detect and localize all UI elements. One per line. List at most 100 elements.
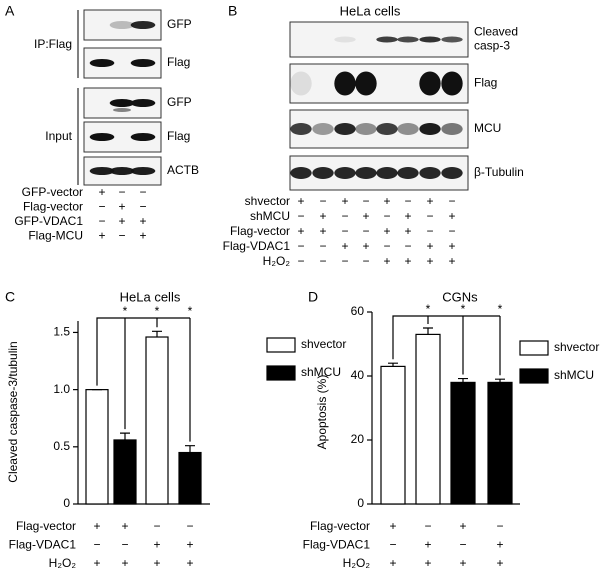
condition-sign: − — [404, 194, 411, 208]
panel-letter: C — [5, 289, 15, 305]
legend-label: shMCU — [554, 368, 594, 382]
condition-sign: − — [118, 229, 125, 243]
condition-sign: + — [297, 224, 304, 238]
condition-sign: − — [297, 209, 304, 223]
band — [113, 108, 131, 112]
band — [130, 59, 156, 67]
condition-label: H₂O₂ — [49, 556, 77, 570]
band — [376, 36, 398, 43]
band — [419, 71, 441, 96]
y-tick-label: 40 — [351, 368, 365, 382]
condition-sign: − — [341, 254, 348, 268]
condition-sign: + — [341, 239, 348, 253]
condition-sign: − — [383, 209, 390, 223]
band — [290, 167, 312, 179]
error-bar — [120, 432, 130, 440]
significance-star: * — [155, 304, 160, 318]
condition-label: Flag-vector — [230, 224, 290, 238]
condition-sign: − — [153, 519, 160, 533]
condition-sign: + — [121, 556, 128, 570]
condition-sign: − — [93, 538, 100, 552]
condition-sign: + — [153, 538, 160, 552]
condition-sign: + — [389, 556, 396, 570]
condition-sign: + — [496, 538, 503, 552]
condition-sign: + — [186, 538, 193, 552]
band — [441, 36, 463, 43]
y-tick-label: 0.5 — [53, 439, 70, 453]
condition-sign: + — [118, 200, 125, 214]
band — [334, 71, 356, 96]
y-tick-label: 0 — [357, 496, 364, 510]
panel-letter: D — [308, 289, 318, 305]
band — [334, 123, 356, 135]
condition-sign: + — [98, 185, 105, 199]
condition-sign: + — [383, 224, 390, 238]
bar — [113, 439, 137, 505]
band — [441, 123, 463, 135]
condition-sign: + — [341, 194, 348, 208]
y-tick-label: 0 — [63, 496, 70, 510]
chart-title: CGNs — [442, 289, 478, 304]
condition-sign: − — [98, 214, 105, 228]
blot-label: casp-3 — [474, 39, 510, 53]
blot-label: Flag — [474, 76, 497, 90]
condition-sign: − — [389, 538, 396, 552]
condition-sign: + — [459, 556, 466, 570]
band — [290, 71, 312, 96]
y-tick-label: 1.5 — [53, 325, 70, 339]
legend-label: shvector — [301, 337, 346, 351]
band — [89, 167, 115, 175]
condition-sign: + — [118, 214, 125, 228]
band — [89, 133, 115, 141]
condition-sign: + — [362, 209, 369, 223]
condition-sign: + — [383, 194, 390, 208]
condition-label: Flag-MCU — [28, 229, 83, 243]
condition-sign: + — [383, 254, 390, 268]
band — [441, 71, 463, 96]
band — [355, 167, 377, 179]
bar — [85, 389, 109, 505]
condition-sign: + — [496, 556, 503, 570]
condition-sign: − — [459, 538, 466, 552]
condition-sign: + — [404, 209, 411, 223]
condition-sign: − — [448, 224, 455, 238]
legend-label: shvector — [554, 340, 599, 354]
condition-sign: − — [426, 209, 433, 223]
legend-swatch — [519, 368, 549, 384]
error-bar — [458, 377, 468, 383]
significance-bracket — [392, 315, 501, 376]
error-bar — [388, 362, 398, 367]
condition-sign: − — [98, 200, 105, 214]
band — [89, 59, 115, 67]
condition-sign: − — [448, 194, 455, 208]
bar — [487, 381, 513, 505]
bar — [380, 365, 406, 505]
y-tick-label: 20 — [351, 432, 365, 446]
condition-sign: − — [424, 519, 431, 533]
condition-label: GFP-vector — [22, 185, 83, 199]
bar — [178, 451, 202, 505]
condition-sign: − — [404, 239, 411, 253]
condition-sign: + — [459, 519, 466, 533]
band — [130, 133, 156, 141]
condition-sign: − — [121, 538, 128, 552]
legend-swatch — [519, 340, 549, 356]
condition-sign: − — [186, 519, 193, 533]
legend-swatch — [266, 365, 296, 381]
band — [109, 167, 135, 175]
condition-sign: + — [319, 224, 326, 238]
band — [419, 167, 441, 179]
panel-letter: B — [228, 3, 237, 19]
error-bar — [152, 330, 162, 338]
condition-sign: − — [297, 239, 304, 253]
blot-label: Flag — [167, 129, 190, 143]
condition-sign: − — [297, 254, 304, 268]
condition-sign: + — [424, 556, 431, 570]
condition-label: Flag-VDAC1 — [223, 239, 291, 253]
condition-label: shvector — [245, 194, 290, 208]
condition-sign: + — [426, 194, 433, 208]
blot-label: ACTB — [167, 163, 199, 177]
condition-sign: + — [297, 194, 304, 208]
band — [312, 123, 334, 135]
